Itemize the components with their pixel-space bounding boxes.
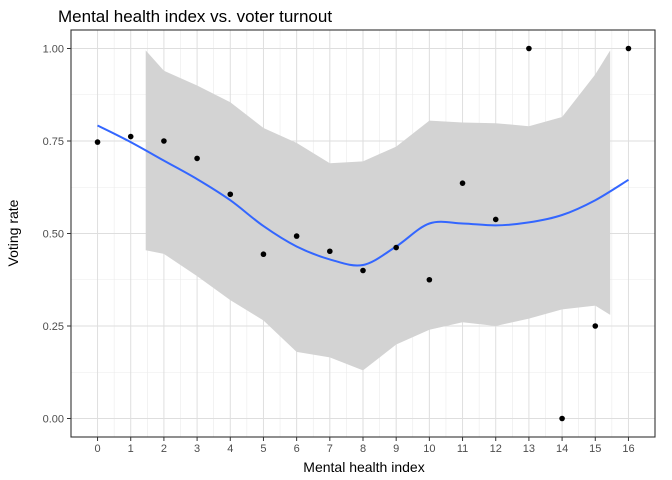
confidence-band xyxy=(145,50,611,371)
x-tick-label: 12 xyxy=(490,443,502,455)
x-tick-label: 5 xyxy=(260,443,266,455)
x-tick-label: 6 xyxy=(294,443,300,455)
y-tick-label: 1.00 xyxy=(43,44,64,56)
x-tick-label: 3 xyxy=(194,443,200,455)
data-point xyxy=(293,233,300,239)
data-point xyxy=(492,216,499,223)
x-tick-label: 2 xyxy=(161,443,167,455)
data-point xyxy=(194,155,200,162)
confidence-ribbon xyxy=(145,50,611,371)
x-tick-label: 7 xyxy=(327,443,333,455)
x-tick-label: 11 xyxy=(457,443,468,455)
x-tick-label: 1 xyxy=(128,443,134,455)
x-tick-label: 15 xyxy=(589,443,601,455)
data-point xyxy=(127,133,134,140)
x-axis-title: Mental health index xyxy=(303,459,424,475)
data-points xyxy=(94,45,632,422)
data-point xyxy=(360,267,366,274)
data-point xyxy=(592,323,599,329)
data-point xyxy=(260,251,267,258)
smooth-line xyxy=(97,124,630,267)
data-point xyxy=(393,244,399,251)
data-point xyxy=(459,180,466,186)
smooth-line-group xyxy=(97,124,630,267)
y-axis-title: Voting rate xyxy=(5,199,21,266)
x-tick-label: 10 xyxy=(423,443,435,455)
chart-title: Mental health index vs. voter turnout xyxy=(58,7,332,26)
data-point xyxy=(426,276,433,283)
x-tick-label: 4 xyxy=(227,443,233,455)
x-tick-label: 16 xyxy=(622,443,634,455)
x-tick-label: 8 xyxy=(360,443,366,455)
data-point xyxy=(227,191,234,198)
x-tick-label: 13 xyxy=(523,443,535,455)
data-point xyxy=(327,248,333,255)
axes: 0 1 2 3 4 5 6 7 8 9 10 11 12 13 14 15 160.000.250.500.75… xyxy=(43,44,635,456)
y-tick-label: 0.25 xyxy=(43,321,64,333)
data-point xyxy=(161,138,167,144)
y-tick-label: 0.50 xyxy=(43,229,64,241)
x-tick-label: 0 xyxy=(94,443,100,455)
y-tick-label: 0.00 xyxy=(43,414,64,426)
x-tick-label: 9 xyxy=(393,443,399,455)
data-point xyxy=(559,415,565,422)
x-tick-label: 14 xyxy=(556,443,568,455)
data-point xyxy=(526,45,532,52)
data-point xyxy=(94,139,101,145)
data-point xyxy=(625,45,632,52)
y-tick-label: 0.75 xyxy=(43,136,64,148)
